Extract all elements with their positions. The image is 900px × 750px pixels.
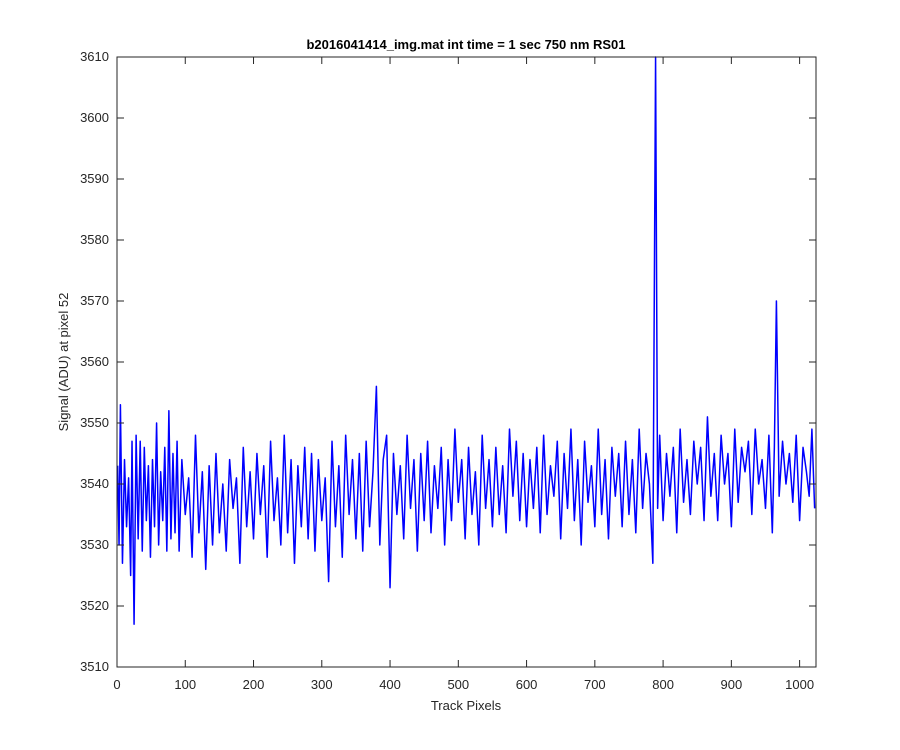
x-tick-label: 800 (652, 677, 674, 692)
y-tick-label: 3580 (80, 232, 109, 247)
x-tick-label: 700 (584, 677, 606, 692)
y-tick-label: 3540 (80, 476, 109, 491)
series-line-0 (116, 56, 816, 626)
x-axis-label: Track Pixels (431, 698, 502, 713)
y-tick-label: 3570 (80, 293, 109, 308)
plot-area (117, 57, 816, 667)
y-tick-label: 3590 (80, 171, 109, 186)
x-tick-label: 400 (379, 677, 401, 692)
x-tick-label: 500 (447, 677, 469, 692)
y-tick-label: 3520 (80, 598, 109, 613)
x-tick-label: 200 (243, 677, 265, 692)
y-axis-label: Signal (ADU) at pixel 52 (56, 293, 71, 432)
x-tick-label: 0 (113, 677, 120, 692)
chart-title: b2016041414_img.mat int time = 1 sec 750… (306, 37, 625, 52)
x-tick-label: 900 (721, 677, 743, 692)
y-tick-label: 3550 (80, 415, 109, 430)
y-tick-label: 3510 (80, 659, 109, 674)
y-tick-label: 3600 (80, 110, 109, 125)
y-tick-label: 3530 (80, 537, 109, 552)
y-tick-label: 3560 (80, 354, 109, 369)
x-tick-label: 300 (311, 677, 333, 692)
data-layer (116, 56, 816, 626)
x-tick-label: 100 (174, 677, 196, 692)
x-axis-ticks: 0 100 200 300 400 500 600 700 800 900 1000 (113, 57, 814, 692)
x-tick-label: 1000 (785, 677, 814, 692)
y-tick-label: 3610 (80, 49, 109, 64)
x-tick-label: 600 (516, 677, 538, 692)
y-axis-ticks: 3510 3520 3530 3540 3550 3560 3570 3580 3590 3600… (80, 49, 816, 674)
